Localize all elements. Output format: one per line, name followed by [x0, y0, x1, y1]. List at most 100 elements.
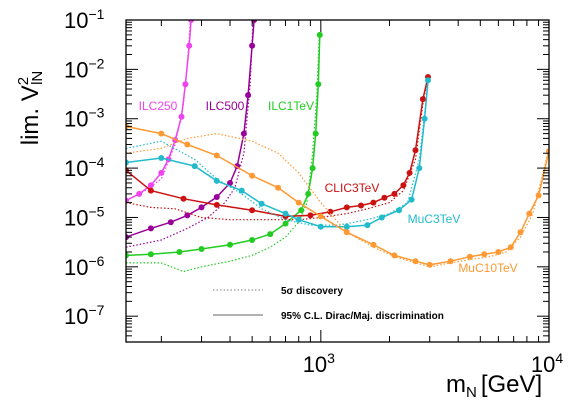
series-label-ilc1tev: ILC1TeV — [268, 99, 314, 113]
series-ilc500-point — [240, 130, 247, 137]
plot-frame — [125, 19, 550, 343]
series-muc3tev — [126, 77, 431, 230]
series-label-ilc250: ILC250 — [139, 99, 178, 113]
series-ilc1tev-discrimination-line — [126, 34, 321, 257]
series-muc3tev-point — [213, 177, 220, 184]
series-muc3tev-point — [396, 207, 402, 214]
series-ilc250-point — [188, 20, 195, 23]
series-muc10tev-point — [343, 229, 350, 236]
series-ilc250-discovery-line — [126, 20, 191, 202]
series-ilc1tev — [126, 31, 323, 273]
series-clic3tev-point — [213, 201, 220, 208]
series-ilc1tev-point — [305, 190, 312, 197]
x-tick-label: 103 — [303, 350, 335, 377]
series-muc3tev-point — [258, 200, 265, 207]
series-ilc1tev-point — [298, 207, 305, 214]
series-muc10tev-point — [370, 241, 377, 248]
y-tick-label: 10−4 — [64, 154, 105, 181]
x-axis-label: mN [GeV] — [446, 371, 542, 401]
y-axis-label: lim. V2lN — [15, 71, 46, 146]
series-ilc250-discrimination-line — [126, 20, 192, 202]
series-muc10tev-point — [526, 210, 533, 217]
series-ilc1tev-discovery-line — [126, 34, 320, 273]
series-ilc250-point — [178, 113, 185, 120]
series-ilc500-discrimination-line — [126, 20, 255, 238]
series-ilc1tev-point — [198, 246, 205, 252]
series-ilc500-point — [249, 42, 256, 49]
series-ilc500-discovery-line — [126, 20, 254, 248]
series-muc10tev-point — [466, 253, 473, 260]
series-muc10tev-point — [507, 244, 514, 251]
series-label-clic3tev: CLIC3TeV — [325, 181, 380, 195]
series-muc10tev-point — [447, 258, 454, 265]
series-ilc1tev-point — [147, 251, 154, 258]
tick-layer: 103 104 10−7 10−6 10−5 10−4 10−3 10−2 10−1 — [64, 6, 563, 377]
series-ilc500-point — [245, 92, 252, 99]
legend-label-discovery: 5σ discovery — [281, 286, 343, 297]
series-muc10tev-point — [546, 148, 549, 155]
series-muc3tev-point — [126, 159, 129, 166]
series-muc10tev-point — [495, 249, 502, 255]
series-ilc250-point — [158, 169, 165, 176]
y-tick-label: 10−3 — [64, 105, 105, 132]
series-layer — [126, 20, 549, 273]
series-clic3tev-discrimination-line — [126, 76, 429, 218]
series-muc10tev-point — [295, 199, 302, 206]
series-muc10tev-discovery-line — [126, 132, 549, 268]
series-ilc1tev-point — [309, 165, 316, 172]
series-muc3tev-point — [408, 196, 415, 203]
series-ilc500-point — [213, 194, 220, 200]
series-muc10tev-point — [184, 141, 191, 148]
series-ilc250-point — [136, 190, 143, 197]
series-ilc500-point — [147, 225, 154, 232]
series-label-layer: ILC250 ILC500 ILC1TeV CLIC3TeV MuC3TeV MuC10T… — [139, 99, 518, 275]
series-clic3tev-point — [327, 208, 334, 215]
y-tick-label: 10−5 — [64, 203, 105, 230]
series-ilc1tev-point — [312, 130, 319, 137]
series-ilc500-point — [227, 180, 233, 186]
y-tick-label: 10−1 — [64, 6, 105, 33]
series-muc3tev-point — [191, 163, 198, 170]
series-clic3tev-point — [249, 207, 256, 214]
series-muc3tev-point — [425, 77, 431, 84]
series-clic3tev-point — [358, 202, 364, 209]
series-clic3tev-point — [391, 190, 398, 197]
series-ilc500-point — [198, 204, 205, 211]
series-muc10tev-point — [391, 252, 398, 259]
series-clic3tev-point — [343, 204, 350, 211]
series-ilc500 — [126, 20, 258, 248]
series-clic3tev-point — [406, 169, 413, 176]
series-muc3tev-point — [317, 223, 324, 230]
series-clic3tev — [126, 74, 431, 221]
series-muc10tev-point — [412, 258, 419, 265]
series-muc10tev-point — [275, 184, 282, 191]
series-ilc250-point — [147, 182, 154, 189]
series-clic3tev-point — [180, 195, 187, 202]
series-muc10tev-point — [426, 261, 433, 268]
series-clic3tev-point — [381, 194, 388, 201]
series-ilc500-point — [167, 219, 174, 226]
series-clic3tev-point — [307, 212, 314, 219]
series-label-muc10tev: MuC10TeV — [458, 261, 517, 275]
series-ilc1tev-point — [315, 81, 322, 88]
series-muc10tev-point — [317, 213, 324, 220]
series-ilc1tev-point — [267, 231, 274, 238]
series-muc3tev-point — [282, 210, 289, 217]
series-muc10tev-point — [158, 130, 165, 137]
series-label-ilc500: ILC500 — [206, 99, 245, 113]
series-muc10tev-discrimination-line — [126, 125, 549, 266]
series-muc3tev-point — [158, 155, 165, 161]
series-muc10tev-point — [517, 229, 524, 236]
series-clic3tev-point — [147, 187, 154, 194]
series-ilc1tev-point — [249, 237, 256, 243]
series-muc10tev — [126, 123, 549, 268]
series-ilc1tev-point — [126, 252, 129, 259]
series-ilc1tev-point — [176, 249, 183, 255]
series-muc10tev-point — [535, 192, 542, 199]
series-muc10tev-point — [249, 172, 256, 179]
series-clic3tev-point — [419, 96, 426, 103]
series-muc3tev-point — [416, 165, 423, 172]
y-tick-label: 10−6 — [64, 253, 105, 280]
series-clic3tev-point — [400, 182, 407, 189]
